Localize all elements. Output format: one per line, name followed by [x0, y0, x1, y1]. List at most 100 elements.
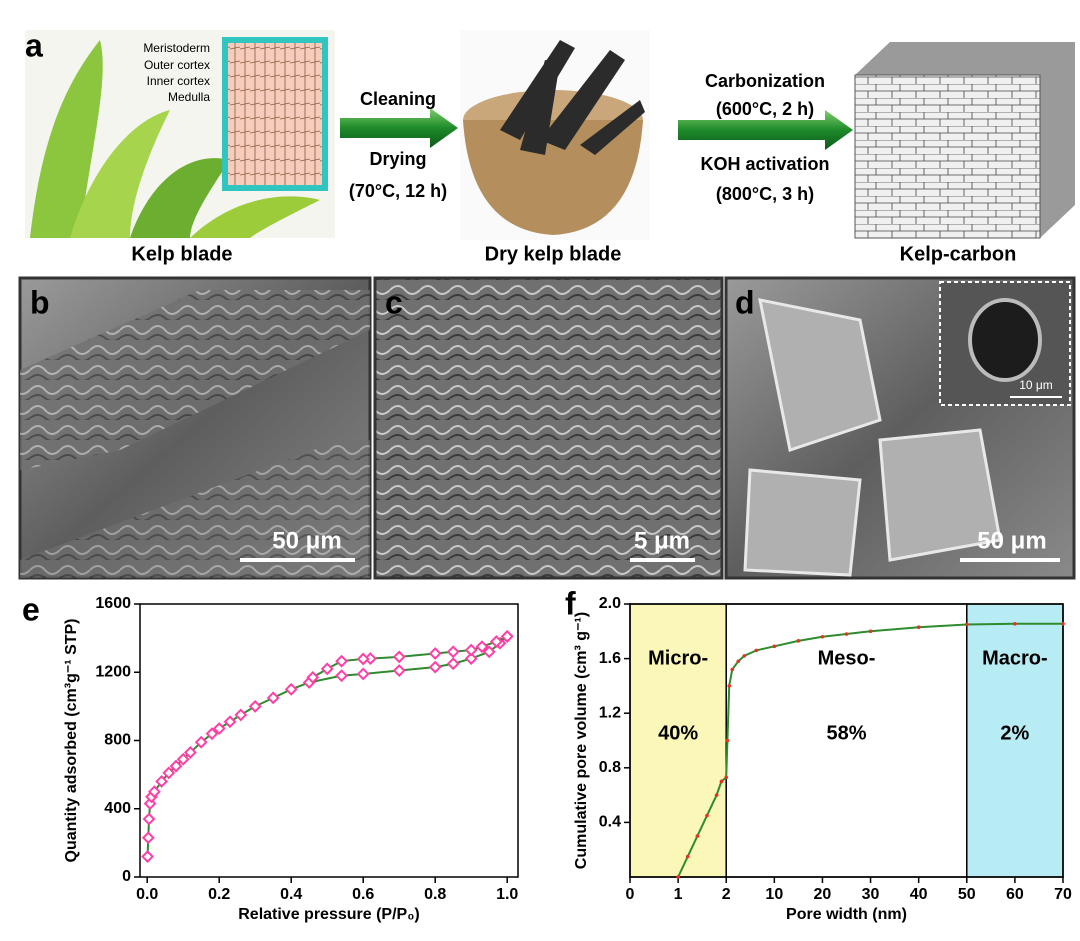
scale-bar-label: 5 μm	[634, 527, 690, 554]
data-point	[742, 654, 747, 658]
data-point	[446, 657, 460, 671]
data-point	[1013, 621, 1017, 626]
data-point	[335, 669, 349, 683]
series-line	[677, 622, 1063, 878]
caption: Kelp-carbon	[900, 243, 1017, 265]
y-tick-label: 0.8	[599, 759, 621, 776]
x-tick-label: 50	[958, 886, 976, 903]
scale-bar-label: 10 μm	[1019, 378, 1053, 392]
x-tick-label: 30	[862, 886, 880, 903]
y-tick-label: 1.2	[599, 704, 621, 721]
data-point	[964, 622, 969, 627]
x-tick-label: 10	[765, 886, 783, 903]
data-point	[464, 643, 478, 657]
layer-label: Meristoderm	[143, 41, 210, 55]
data-point	[428, 660, 442, 674]
data-point	[727, 684, 732, 688]
region	[629, 603, 727, 878]
x-tick-label: 0.4	[280, 886, 302, 903]
x-tick-label: 2	[722, 886, 731, 903]
step-label: (70°C, 12 h)	[349, 181, 447, 201]
data-point	[162, 766, 176, 780]
panel-label: c	[385, 284, 403, 320]
data-point	[685, 854, 690, 859]
caption: Kelp blade	[131, 243, 232, 265]
x-tick-label: 1.0	[496, 886, 518, 903]
layer-label: Medulla	[168, 90, 210, 104]
x-tick-label: 70	[1054, 886, 1072, 903]
data-point	[356, 652, 370, 666]
x-tick-label: 20	[814, 886, 832, 903]
data-point	[820, 634, 825, 639]
region	[725, 603, 968, 878]
data-point	[714, 793, 719, 797]
kelp-image	[25, 30, 335, 238]
data-point	[719, 779, 724, 784]
x-axis-label: Pore width (nm)	[786, 906, 907, 923]
data-point	[725, 738, 730, 743]
y-axis-label: Quantity adsorbed (cm³g⁻¹ STP)	[63, 618, 80, 862]
panel-label: a	[25, 27, 43, 63]
data-point	[730, 667, 735, 672]
data-point	[705, 813, 709, 818]
data-point	[248, 699, 262, 713]
x-tick-label: 40	[910, 886, 928, 903]
region-name: Micro-	[648, 647, 708, 669]
data-point	[428, 647, 442, 660]
x-tick-label: 0.2	[208, 886, 230, 903]
caption: Dry kelp blade	[485, 243, 622, 265]
region-share: 58%	[826, 722, 866, 744]
data-point	[356, 667, 370, 681]
data-point	[446, 645, 460, 659]
plot-frame	[629, 603, 1064, 878]
data-point	[142, 812, 156, 826]
data-point	[141, 831, 155, 845]
data-point	[736, 659, 741, 664]
panel-label: f	[565, 585, 576, 621]
data-point	[1061, 621, 1065, 626]
data-point	[695, 834, 700, 838]
basket-image	[460, 30, 650, 240]
data-point	[464, 652, 478, 666]
x-tick-label: 0.6	[352, 886, 374, 903]
data-point	[335, 654, 349, 668]
step-label: Carbonization	[705, 71, 825, 91]
y-tick-label: 400	[104, 800, 131, 817]
data-point	[143, 797, 157, 811]
y-tick-label: 0.4	[599, 814, 621, 831]
data-point	[176, 752, 190, 766]
y-tick-label: 1200	[95, 663, 131, 680]
x-tick-label: 0	[626, 886, 635, 903]
data-point	[489, 635, 503, 648]
data-point	[844, 632, 849, 636]
data-point	[155, 775, 169, 788]
panel-label: b	[30, 284, 50, 320]
region	[966, 603, 1064, 878]
x-tick-label: 0.0	[136, 886, 158, 903]
data-point	[392, 664, 406, 677]
data-point	[475, 640, 489, 654]
region-share: 40%	[658, 722, 698, 744]
data-point	[320, 662, 334, 676]
data-point	[306, 670, 320, 684]
panel-label: d	[735, 284, 755, 320]
carbon-block	[854, 42, 1075, 239]
y-tick-label: 0	[122, 868, 131, 885]
layer-label: Inner cortex	[147, 74, 210, 88]
data-point	[500, 630, 514, 643]
x-tick-label: 0.8	[424, 886, 446, 903]
data-point	[868, 629, 873, 634]
data-point	[772, 644, 777, 649]
y-axis-label: Cumulative pore volume (cm³ g⁻¹)	[573, 612, 590, 869]
x-tick-label: 60	[1006, 886, 1024, 903]
data-point	[141, 850, 154, 863]
step-label: KOH activation	[700, 154, 829, 174]
data-point	[916, 625, 921, 630]
region-share: 2%	[1000, 722, 1029, 744]
data-point	[482, 645, 496, 659]
data-point	[392, 650, 406, 664]
data-point	[147, 785, 161, 799]
data-point	[284, 682, 298, 696]
layer-label: Outer cortex	[144, 58, 210, 72]
